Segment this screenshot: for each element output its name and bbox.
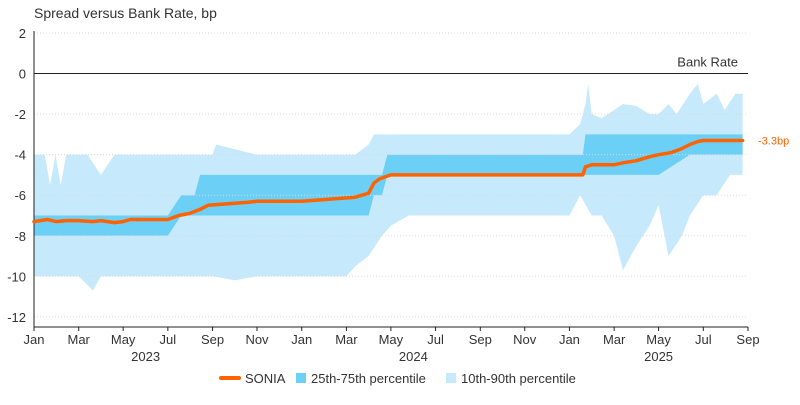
legend-label: SONIA — [245, 371, 286, 386]
year-label: 2023 — [131, 349, 160, 364]
y-tick-label: -6 — [14, 188, 26, 203]
x-tick-label: Nov — [245, 332, 269, 347]
x-tick-label: Mar — [68, 332, 91, 347]
band-10-90-percentile — [34, 83, 743, 291]
x-tick-label: Jan — [291, 332, 312, 347]
x-tick-label: Jul — [160, 332, 177, 347]
y-tick-label: -12 — [7, 310, 26, 325]
x-tick-label: May — [379, 332, 404, 347]
y-tick-label: -2 — [14, 107, 26, 122]
y-tick-label: -4 — [14, 148, 26, 163]
legend-swatch-25-75 — [296, 373, 306, 383]
bank-rate-label: Bank Rate — [677, 55, 738, 70]
sonia-line — [32, 138, 745, 225]
x-tick-label: May — [111, 332, 136, 347]
year-label: 2025 — [644, 349, 673, 364]
y-tick-label: -8 — [14, 229, 26, 244]
legend-swatch-10-90 — [446, 373, 456, 383]
x-tick-label: May — [646, 332, 671, 347]
chart-title: Spread versus Bank Rate, bp — [34, 5, 217, 21]
band-25-75-percentile — [34, 134, 743, 236]
sonia-end-label: -3.3bp — [758, 135, 789, 147]
y-tick-label: 0 — [19, 67, 26, 82]
year-label: 2024 — [399, 349, 428, 364]
y-tick-label: -10 — [7, 269, 26, 284]
legend-label: 10th-90th percentile — [461, 371, 576, 386]
label-layer: Bank Rate -3.3bp — [677, 55, 789, 148]
x-tick-label: Jul — [695, 332, 712, 347]
x-tick-label: Mar — [335, 332, 358, 347]
x-tick-label: Sep — [201, 332, 224, 347]
x-tick-label: Jan — [24, 332, 45, 347]
x-tick-label: Jul — [427, 332, 444, 347]
bands-layer — [34, 83, 743, 291]
x-tick-label: Sep — [736, 332, 759, 347]
x-tick-label: Nov — [513, 332, 537, 347]
series-layer — [32, 138, 745, 225]
legend-label: 25th-75th percentile — [311, 371, 426, 386]
grid-layer — [34, 32, 748, 318]
x-tick-label: Sep — [469, 332, 492, 347]
axis-layer: 2 0 -2 -4 -6 -8 -10 -12 Jan Mar May Jul Sep Nov Jan Mar… — [7, 26, 759, 364]
y-tick-label: 2 — [19, 26, 26, 41]
legend-layer: SONIA 25th-75th percentile 10th-90th perce… — [219, 371, 576, 386]
x-tick-label: Jan — [559, 332, 580, 347]
x-tick-label: Mar — [603, 332, 626, 347]
